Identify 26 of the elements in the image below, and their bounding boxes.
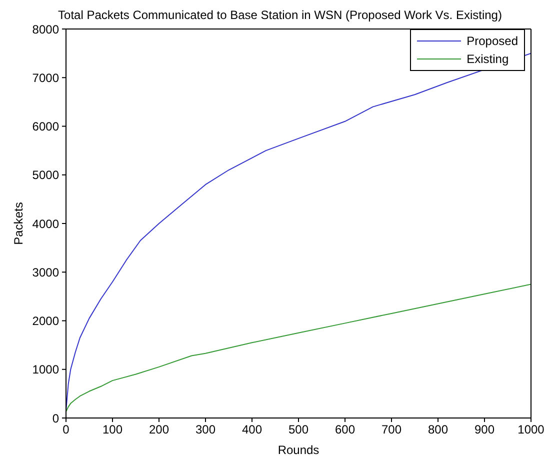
line-series	[66, 284, 531, 412]
y-tick-label: 5000	[32, 168, 60, 182]
x-tick-label: 800	[428, 422, 448, 437]
y-tick-label: 8000	[32, 22, 60, 36]
y-axis-title: Packets	[11, 202, 26, 245]
x-axis-title: Rounds	[278, 443, 320, 457]
x-tick-label: 400	[242, 422, 262, 437]
y-tick-label: 6000	[32, 120, 60, 134]
y-tick-label: 2000	[32, 314, 60, 328]
y-tick-label: 1000	[32, 362, 60, 377]
x-tick-label: 300	[195, 422, 216, 437]
x-tick-label: 200	[148, 422, 170, 437]
legend-label: Existing	[466, 51, 509, 68]
x-tick-label: 100	[102, 422, 123, 437]
y-tick-label: 3000	[32, 265, 60, 280]
x-tick-label: 900	[474, 422, 495, 437]
x-tick-label: 500	[288, 422, 309, 437]
x-tick-label: 600	[334, 422, 356, 437]
y-tick-label: 4000	[32, 216, 60, 231]
x-tick-label: 700	[381, 422, 402, 437]
x-tick-label: 0	[62, 422, 70, 437]
chart-title: Total Packets Communicated to Base Station in WSN (Proposed Work Vs. Existing)	[57, 8, 503, 24]
legend-label: Proposed	[466, 33, 518, 50]
y-tick-label: 0	[52, 411, 60, 426]
y-tick-label: 7000	[32, 70, 60, 85]
x-tick-label: 1000	[518, 422, 545, 437]
